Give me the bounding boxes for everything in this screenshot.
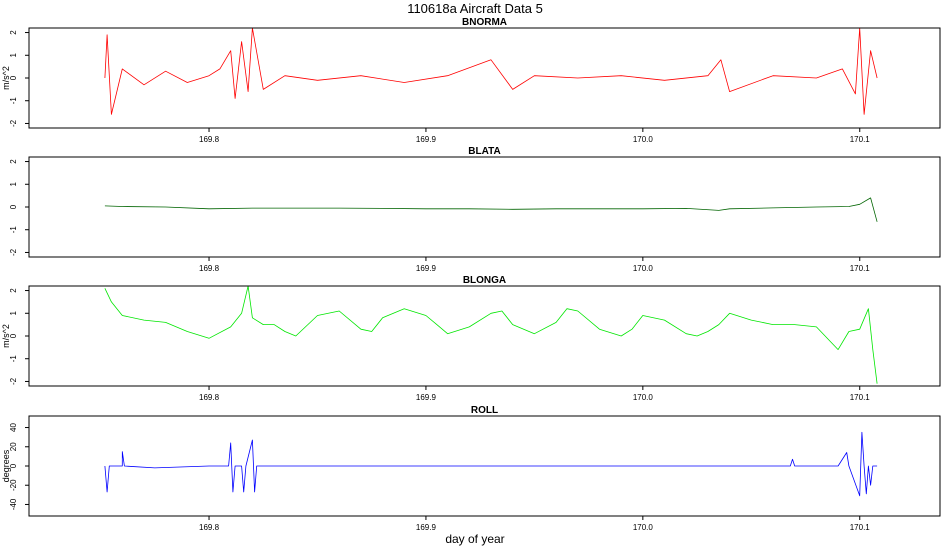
xtick-label-blata: 169.9 (416, 264, 437, 273)
xtick-label-blonga: 170.1 (850, 393, 871, 402)
figure-xlabel: day of year (445, 532, 504, 546)
plot-frame-blonga (28, 285, 941, 387)
xtick-label-roll: 169.8 (199, 523, 220, 532)
ytick-label-blonga: 1 (9, 310, 18, 315)
panel-title-blonga: BLONGA (463, 275, 506, 286)
ytick-label-blata: -1 (9, 226, 18, 234)
ytick-label-roll: -20 (9, 479, 18, 491)
ytick-label-blonga: 2 (9, 288, 18, 293)
ylabel-bnorma: m/s^2 (1, 66, 11, 90)
ytick-label-blonga: 0 (9, 333, 18, 338)
series-line-roll (104, 431, 878, 497)
series-line-blonga (104, 286, 878, 384)
series-line-blata (104, 197, 878, 222)
plot-frame-bnorma (28, 27, 941, 129)
xtick-label-blata: 169.8 (199, 264, 220, 273)
xtick-label-roll: 170.1 (850, 523, 871, 532)
panel-title-roll: ROLL (471, 405, 498, 416)
ytick-label-roll: 20 (9, 442, 18, 451)
xtick-label-roll: 169.9 (416, 523, 437, 532)
xtick-label-bnorma: 169.8 (199, 135, 220, 144)
panel-roll: ROLL degrees -40 -20 0 20 40 169.8 169.9 170.0 170… (1, 405, 941, 532)
xtick-label-blonga: 169.9 (416, 393, 437, 402)
ytick-label-bnorma: 2 (9, 30, 18, 35)
panel-title-bnorma: BNORMA (462, 17, 507, 28)
figure-title: 110618a Aircraft Data 5 (407, 1, 543, 16)
xtick-label-blonga: 170.0 (633, 393, 654, 402)
xtick-label-bnorma: 169.9 (416, 135, 437, 144)
panel-bnorma: BNORMA m/s^2 -2 -1 0 1 2 169.8 169.9 170.0 170.1 (1, 17, 941, 144)
ytick-label-blata: 1 (9, 181, 18, 186)
ytick-label-roll: 0 (9, 463, 18, 468)
ytick-label-roll: -40 (9, 498, 18, 510)
panel-blonga: BLONGA m/s^2 -2 -1 0 1 2 169.8 169.9 170.0 170.1 (1, 275, 941, 402)
ytick-label-blata: -2 (9, 248, 18, 256)
ylabel-blonga: m/s^2 (1, 324, 11, 348)
xtick-label-bnorma: 170.1 (850, 135, 871, 144)
xtick-label-blonga: 169.8 (199, 393, 220, 402)
ytick-label-blata: 0 (9, 204, 18, 209)
xtick-label-blata: 170.1 (850, 264, 871, 273)
xtick-label-bnorma: 170.0 (633, 135, 654, 144)
ytick-label-blata: 2 (9, 159, 18, 164)
xtick-label-roll: 170.0 (633, 523, 654, 532)
ytick-label-bnorma: -1 (9, 97, 18, 105)
panel-blata: BLATA -2 -1 0 1 2 169.8 169.9 170.0 170.1 (9, 146, 941, 273)
ytick-label-blonga: -1 (9, 355, 18, 363)
ytick-label-bnorma: 1 (9, 52, 18, 57)
ytick-label-roll: 40 (9, 423, 18, 432)
series-line-bnorma (104, 28, 878, 115)
xtick-label-blata: 170.0 (633, 264, 654, 273)
ytick-label-blonga: -2 (9, 377, 18, 385)
ylabel-roll: degrees (1, 449, 11, 482)
panel-title-blata: BLATA (468, 146, 500, 157)
ytick-label-bnorma: -2 (9, 119, 18, 127)
ytick-label-bnorma: 0 (9, 75, 18, 80)
